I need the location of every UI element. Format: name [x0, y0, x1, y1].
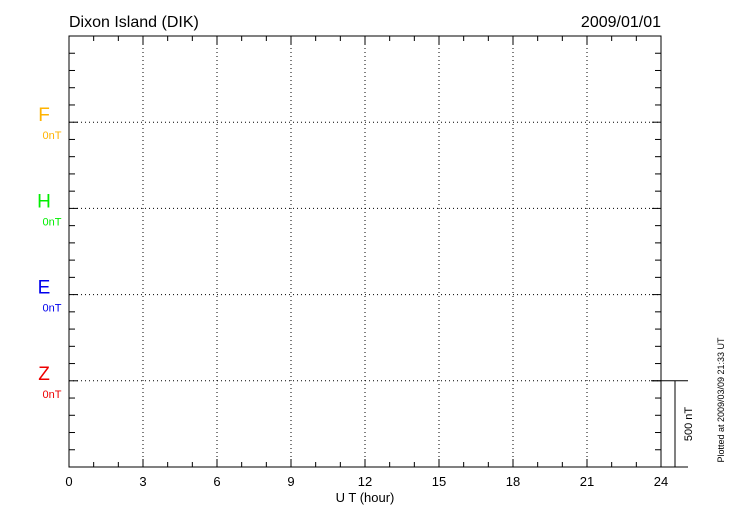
- plotted-note: Plotted at 2009/03/09 21:33 UT: [716, 337, 726, 463]
- x-tick-label: 3: [139, 474, 146, 489]
- series-baseline-label-Z: 0nT: [43, 389, 62, 401]
- x-tick-label: 0: [65, 474, 72, 489]
- x-axis-label: U T (hour): [336, 490, 395, 505]
- x-tick-label: 15: [432, 474, 446, 489]
- series-label-H: H: [37, 191, 51, 212]
- series-baseline-label-F: 0nT: [43, 130, 62, 142]
- series-baseline-label-E: 0nT: [43, 303, 62, 315]
- series-label-Z: Z: [38, 364, 50, 385]
- chart-date: 2009/01/01: [581, 14, 661, 31]
- plot-frame: [68, 35, 662, 468]
- x-tick-label: 24: [654, 474, 668, 489]
- x-tick-label: 9: [287, 474, 294, 489]
- x-tick-label: 12: [358, 474, 372, 489]
- x-tick-label: 18: [506, 474, 520, 489]
- series-baseline-label-H: 0nT: [43, 216, 62, 228]
- scale-bar-label: 500 nT: [683, 407, 695, 442]
- x-tick-label: 21: [580, 474, 594, 489]
- series-label-F: F: [38, 105, 50, 126]
- chart-title: Dixon Island (DIK): [69, 14, 199, 31]
- x-tick-label: 6: [213, 474, 220, 489]
- series-label-E: E: [38, 278, 51, 299]
